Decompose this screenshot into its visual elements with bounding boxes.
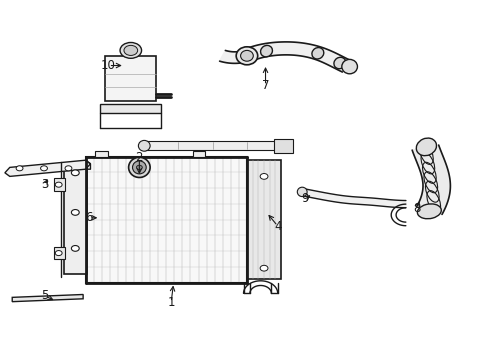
Polygon shape [242,42,351,72]
Ellipse shape [236,47,257,65]
Text: 4: 4 [273,220,281,233]
Bar [144,141,281,150]
Text: 2: 2 [135,151,143,164]
Ellipse shape [41,166,47,171]
Ellipse shape [132,161,146,174]
Ellipse shape [138,140,150,151]
Ellipse shape [341,59,357,74]
Bar [193,151,205,157]
Text: 7: 7 [261,79,269,92]
Bar [85,157,246,283]
Ellipse shape [417,204,440,219]
Ellipse shape [120,42,142,58]
Ellipse shape [240,50,253,61]
Bar [273,139,293,153]
Ellipse shape [297,187,306,197]
Polygon shape [299,188,405,208]
Ellipse shape [124,45,138,55]
Ellipse shape [136,165,142,170]
Text: 6: 6 [85,211,93,224]
Bar [54,247,64,259]
Ellipse shape [260,45,272,57]
Polygon shape [219,50,249,63]
Ellipse shape [65,166,72,171]
Ellipse shape [71,210,79,215]
Ellipse shape [128,157,150,177]
Bar [246,160,281,279]
Bar [105,56,156,101]
Ellipse shape [16,166,23,171]
Ellipse shape [55,251,62,256]
Ellipse shape [311,48,323,59]
Ellipse shape [71,246,79,251]
Text: 8: 8 [412,202,420,215]
Text: 9: 9 [301,192,308,205]
Bar [95,151,107,157]
Polygon shape [411,145,449,215]
Polygon shape [5,160,90,176]
Ellipse shape [260,174,267,179]
Text: 3: 3 [41,178,49,191]
Text: 1: 1 [167,296,175,309]
Ellipse shape [415,138,436,156]
Ellipse shape [333,57,345,69]
Ellipse shape [260,265,267,271]
Bar [54,178,64,191]
Bar [63,166,87,274]
Text: 5: 5 [41,289,49,302]
Ellipse shape [55,182,62,187]
Text: 10: 10 [101,59,116,72]
Bar [100,104,161,113]
Polygon shape [12,294,83,302]
Ellipse shape [71,170,79,176]
